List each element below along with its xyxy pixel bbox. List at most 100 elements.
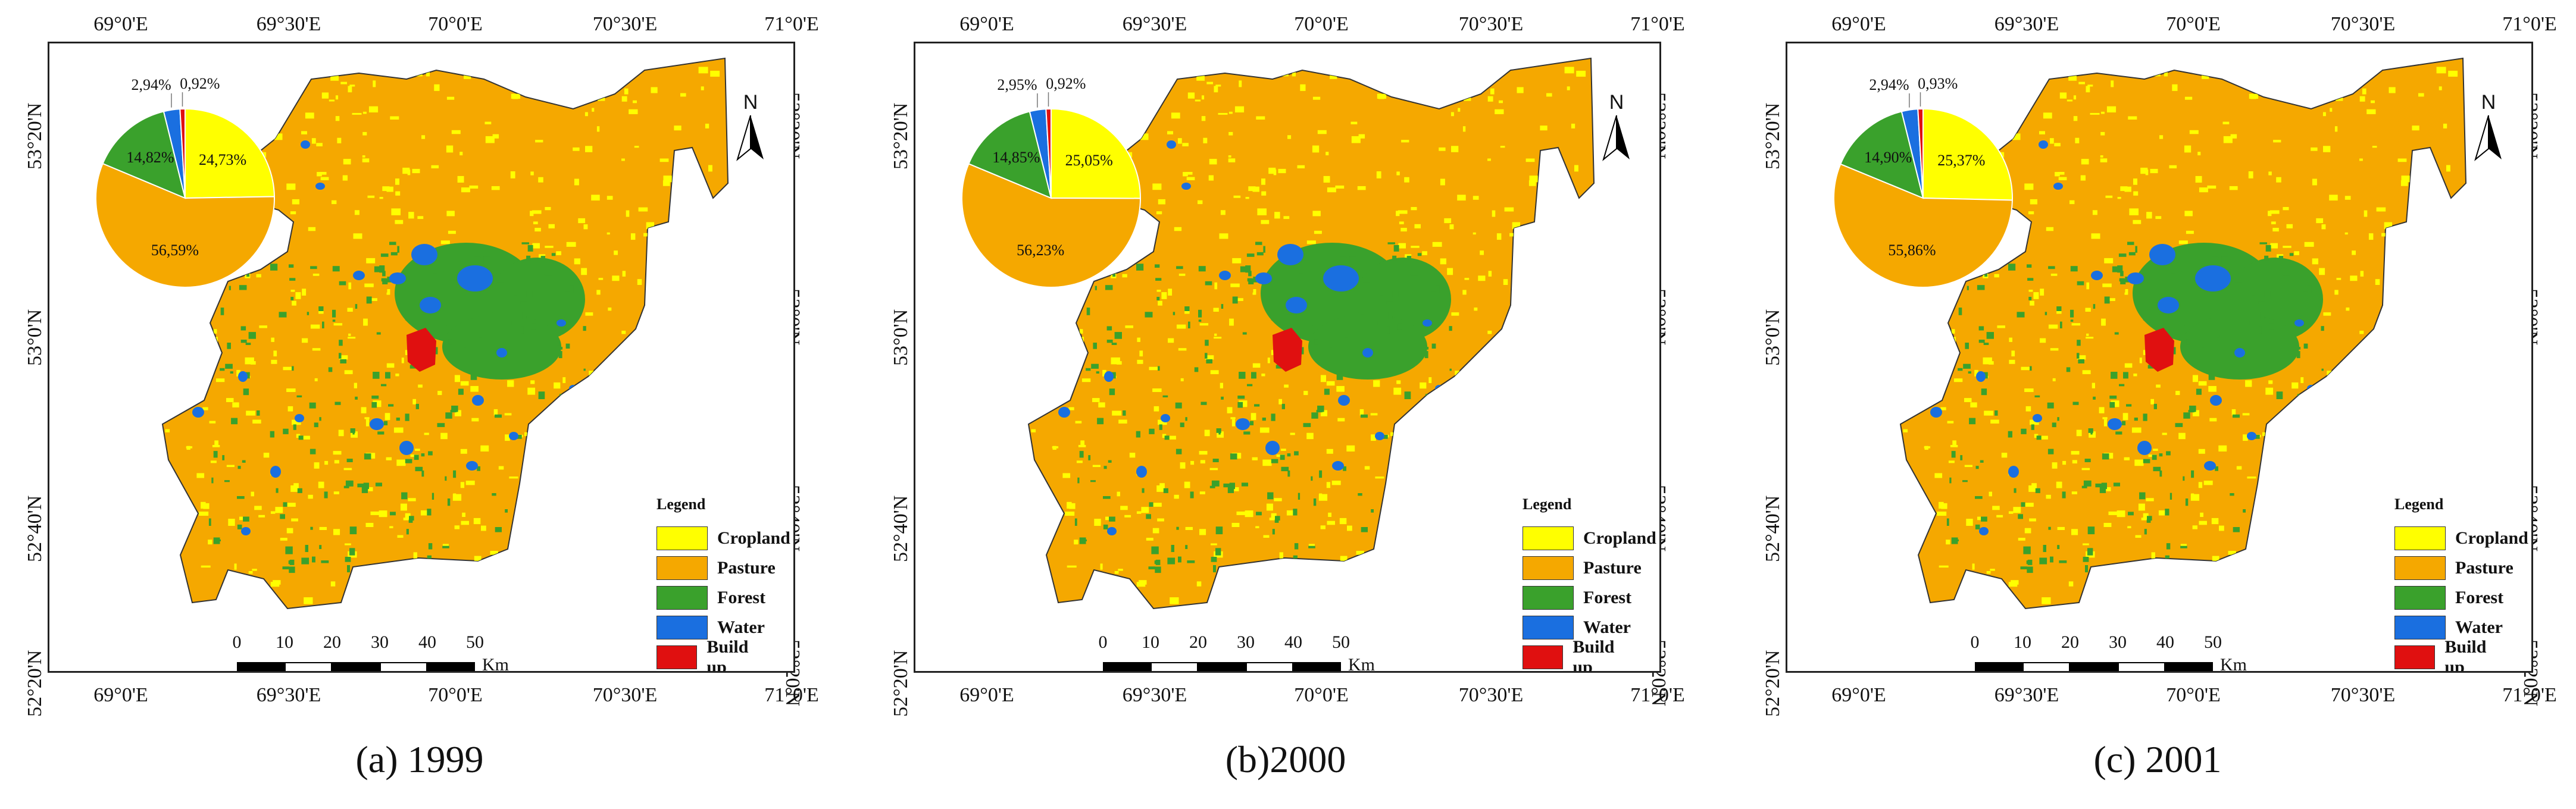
forest-patch: [1079, 537, 1086, 544]
cropland-patch: [201, 501, 206, 509]
legend-label: Cropland: [1583, 528, 1656, 548]
cropland-patch: [1550, 191, 1555, 198]
cropland-patch: [1509, 538, 1514, 543]
cropland-patch: [304, 597, 313, 604]
forest-patch: [2031, 424, 2034, 430]
cropland-patch: [2200, 512, 2203, 517]
cropland-patch: [2439, 86, 2442, 90]
forest-patch: [361, 571, 366, 577]
forest-patch: [405, 313, 408, 321]
cropland-patch: [690, 410, 699, 416]
cropland-patch: [2369, 337, 2376, 340]
cropland-patch: [1318, 494, 1328, 501]
cropland-patch: [1078, 445, 1086, 447]
cropland-patch: [2055, 172, 2060, 177]
forest-patch: [1380, 295, 1383, 299]
cropland-patch: [1451, 559, 1456, 563]
cropland-patch: [2367, 462, 2375, 465]
cropland-patch: [2443, 123, 2447, 128]
forest-patch: [1418, 291, 1421, 299]
forest-patch: [527, 245, 533, 252]
cropland-patch: [1331, 481, 1341, 485]
cropland-patch: [365, 419, 370, 427]
cropland-patch: [201, 333, 209, 340]
forest-patch: [513, 519, 517, 522]
cropland-patch: [2276, 177, 2281, 183]
cropland-patch: [1480, 250, 1484, 255]
forest-patch: [2027, 559, 2033, 565]
cropland-patch: [349, 84, 355, 87]
cropland-patch: [530, 487, 539, 493]
cropland-patch: [610, 458, 614, 462]
forest-patch: [345, 480, 354, 487]
cropland-patch: [2133, 67, 2142, 73]
forest-patch: [1162, 395, 1168, 397]
cropland-patch: [2303, 546, 2312, 553]
cropland-patch: [1574, 165, 1578, 172]
cropland-patch: [578, 462, 583, 466]
cropland-patch: [1977, 516, 1981, 520]
cropland-patch: [2133, 191, 2139, 196]
cropland-patch: [368, 487, 373, 491]
forest-patch: [2185, 498, 2189, 506]
cropland-patch: [2169, 165, 2177, 168]
cropland-patch: [354, 382, 357, 388]
cropland-patch: [1418, 515, 1421, 522]
cropland-patch: [1049, 501, 1056, 506]
cropland-patch: [384, 413, 390, 421]
cropland-patch: [226, 398, 234, 402]
cropland-patch: [2226, 560, 2231, 563]
forest-patch: [1361, 414, 1368, 418]
cropland-patch: [2434, 514, 2443, 522]
water-body: [1104, 371, 1114, 382]
cropland-patch: [246, 410, 255, 416]
cropland-patch: [1997, 591, 2000, 597]
cropland-patch: [1972, 563, 1975, 570]
cropland-patch: [1274, 212, 1280, 219]
cropland-patch: [424, 432, 429, 435]
forest-patch: [2305, 391, 2313, 399]
forest-patch: [1086, 368, 1091, 371]
legend-swatch: [656, 526, 708, 550]
cropland-patch: [2260, 553, 2264, 556]
forest-patch: [2251, 519, 2255, 522]
longitude-tick-label: 69°30'E: [1994, 13, 2059, 35]
legend-swatch: [1523, 645, 1564, 669]
cropland-patch: [2289, 89, 2298, 93]
cropland-patch: [1075, 421, 1082, 424]
cropland-patch: [1564, 279, 1567, 281]
forest-patch: [1951, 354, 1958, 360]
forest-patch: [1968, 371, 1971, 374]
forest-patch: [1215, 548, 1221, 556]
cropland-patch: [1966, 519, 1973, 526]
forest-patch: [309, 402, 316, 409]
forest-patch: [557, 327, 562, 329]
cropland-patch: [1350, 121, 1358, 124]
cropland-patch: [1167, 435, 1176, 440]
forest-patch: [293, 424, 296, 430]
forest-patch: [1148, 566, 1155, 570]
forest-patch: [433, 273, 437, 280]
cropland-patch: [2140, 167, 2148, 174]
cropland-patch: [373, 80, 376, 87]
forest-patch: [1383, 515, 1392, 520]
forest-patch: [1211, 480, 1220, 487]
cropland-patch: [301, 435, 310, 440]
water-body: [1107, 527, 1117, 535]
cropland-patch: [2456, 445, 2462, 451]
forest-patch: [2289, 253, 2294, 256]
forest-patch: [2175, 423, 2183, 427]
forest-patch: [2062, 491, 2066, 498]
cropland-patch: [1256, 116, 1265, 120]
cropland-patch: [2195, 175, 2202, 183]
cropland-patch: [1457, 195, 1466, 201]
cropland-patch: [2425, 421, 2433, 424]
cropland-patch: [2222, 121, 2230, 124]
forest-patch: [2253, 435, 2260, 439]
forest-patch: [515, 435, 522, 439]
water-body: [2247, 432, 2256, 440]
cropland-patch: [1478, 275, 1486, 281]
cropland-patch: [2358, 413, 2365, 418]
forest-patch: [1306, 325, 1313, 328]
cropland-patch: [431, 165, 439, 168]
